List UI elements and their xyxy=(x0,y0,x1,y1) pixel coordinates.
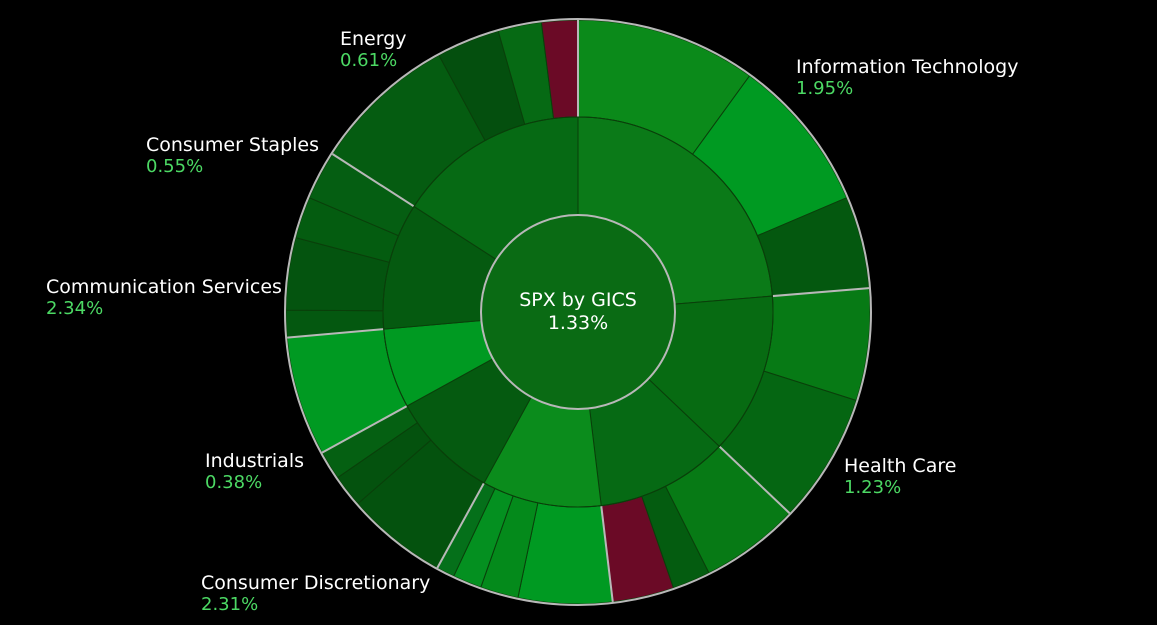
label-change: 1.23% xyxy=(844,477,902,498)
label-name: Communication Services xyxy=(46,276,282,298)
label-name: Energy xyxy=(340,28,407,50)
label-name: Industrials xyxy=(205,450,305,472)
label-communication-services[interactable]: Communication Services 2.34% xyxy=(46,276,282,320)
label-health-care[interactable]: Health Care 1.23% xyxy=(844,455,956,499)
label-change: 0.55% xyxy=(146,156,204,177)
label-name: Consumer Discretionary xyxy=(201,572,431,594)
label-consumer-discretionary[interactable]: Consumer Discretionary 2.31% xyxy=(201,572,430,616)
label-industrials[interactable]: Industrials 0.38% xyxy=(205,450,304,494)
center-disc[interactable] xyxy=(480,214,676,410)
label-change: 2.34% xyxy=(46,298,104,319)
label-name: Health Care xyxy=(844,455,957,477)
middle-ring-outline xyxy=(382,116,774,508)
label-name: Information Technology xyxy=(796,56,1019,78)
label-consumer-staples[interactable]: Consumer Staples 0.55% xyxy=(146,134,319,178)
label-change: 2.31% xyxy=(201,594,259,615)
label-change: 1.95% xyxy=(796,78,854,99)
label-change: 0.38% xyxy=(205,472,263,493)
label-change: 0.61% xyxy=(340,50,398,71)
label-name: Consumer Staples xyxy=(146,134,320,156)
center-total-change: 1.33% xyxy=(548,312,608,334)
outer-outline xyxy=(284,18,872,606)
middle-ring xyxy=(382,116,774,508)
center-title: SPX by GICS xyxy=(519,289,637,311)
label-information-technology[interactable]: Information Technology 1.95% xyxy=(796,56,1018,100)
label-energy[interactable]: Energy 0.61% xyxy=(340,28,407,72)
